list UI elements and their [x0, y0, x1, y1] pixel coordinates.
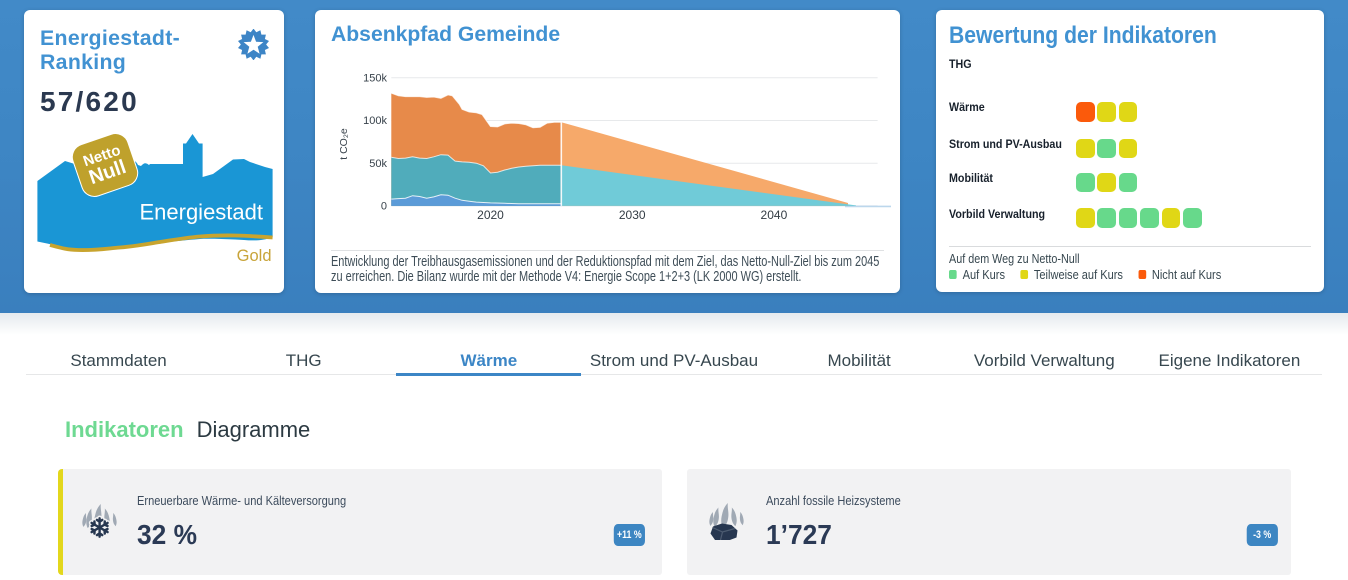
svg-text:100k: 100k [363, 115, 387, 127]
svg-text:Energiestadt: Energiestadt [139, 200, 263, 225]
svg-text:150k: 150k [363, 73, 387, 85]
svg-text:2020: 2020 [477, 208, 504, 222]
svg-text:Gold: Gold [237, 247, 272, 265]
svg-text:t CO₂e: t CO₂e [338, 128, 350, 160]
svg-text:2030: 2030 [619, 208, 646, 222]
svg-text:2040: 2040 [761, 208, 788, 222]
svg-text:0: 0 [381, 201, 387, 213]
svg-text:50k: 50k [369, 158, 387, 170]
